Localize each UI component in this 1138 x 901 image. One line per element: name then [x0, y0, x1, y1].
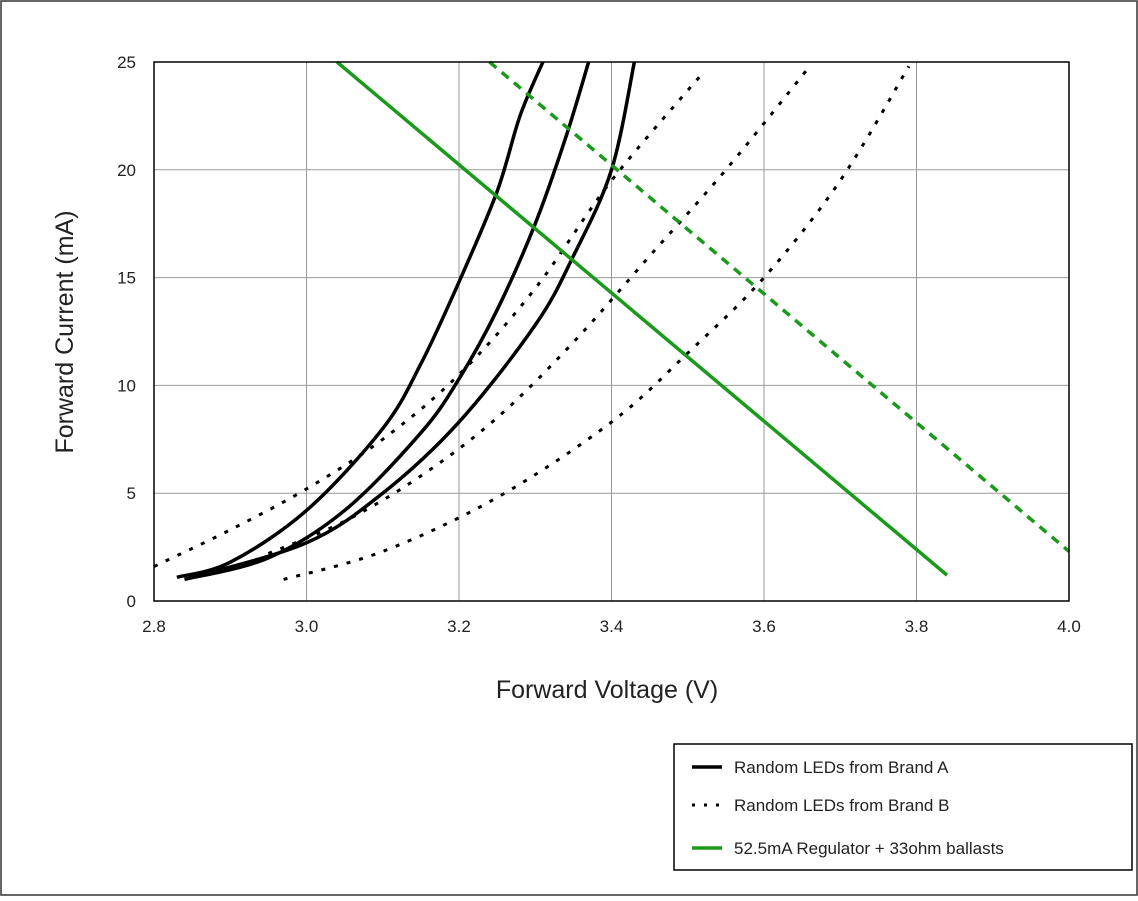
legend: Random LEDs from Brand A Random LEDs fro… — [673, 743, 1133, 871]
x-axis-label: Forward Voltage (V) — [496, 676, 718, 704]
series-lines — [153, 60, 1071, 582]
y-tick-label: 10 — [117, 376, 136, 395]
x-tick-label: 2.8 — [142, 617, 166, 636]
series-line-regulator-6 — [335, 60, 949, 577]
series-line-brand_a-0 — [176, 61, 545, 579]
legend-box — [673, 743, 1133, 871]
x-tick-label: 3.4 — [600, 617, 624, 636]
y-tick-label: 15 — [117, 269, 136, 288]
tick-labels: 2.8 3.0 3.2 3.4 3.6 3.8 4.0 0 5 10 15 20 25 — [117, 53, 1081, 636]
legend-label-regulator: 52.5mA Regulator + 33ohm ballasts — [734, 839, 1004, 858]
x-tick-label: 3.6 — [752, 617, 776, 636]
legend-label-brand-a: Random LEDs from Brand A — [734, 758, 949, 777]
y-axis-label: Forward Current (mA) — [51, 210, 79, 453]
y-tick-label: 20 — [117, 161, 136, 180]
legend-label-brand-b: Random LEDs from Brand B — [734, 796, 949, 815]
x-tick-label: 3.0 — [295, 617, 319, 636]
series-line-brand_a-2 — [191, 61, 637, 579]
series-line-brand_b-4 — [267, 65, 811, 555]
y-tick-label: 25 — [117, 53, 136, 72]
x-tick-label: 4.0 — [1057, 617, 1081, 636]
y-tick-label: 5 — [127, 484, 136, 503]
x-tick-label: 3.8 — [905, 617, 929, 636]
series-line-brand_b-5 — [283, 65, 911, 581]
series-line-regulator-7 — [488, 60, 1071, 553]
y-tick-label: 0 — [127, 592, 136, 611]
plot-area-border — [153, 61, 1070, 602]
x-tick-label: 3.2 — [447, 617, 471, 636]
